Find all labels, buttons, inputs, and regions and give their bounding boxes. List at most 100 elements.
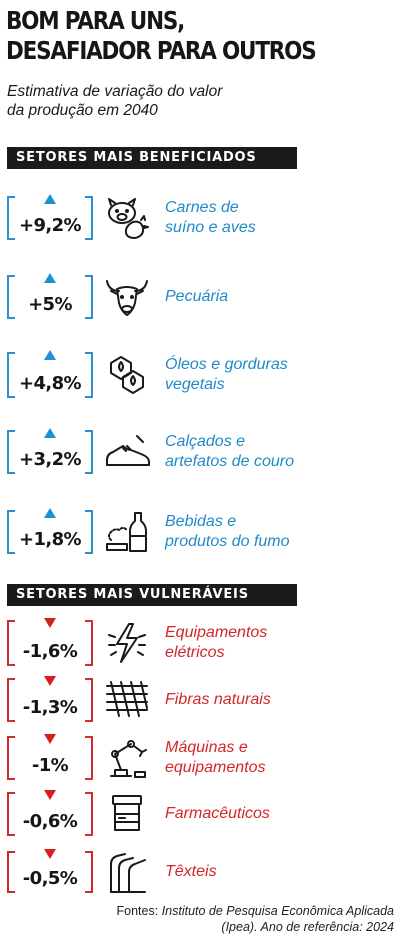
beneficiado-row-3: +4,8% Óleos e gorduras vegetais [0,350,400,398]
source-text: Instituto de Pesquisa Econômica Aplicada… [161,904,394,934]
up-triangle-icon [44,350,56,360]
value-box: +1,8% [7,508,93,554]
up-triangle-icon [44,428,56,438]
title-line-2: DESAFIADOR PARA OUTROS [6,36,317,65]
left-bracket [7,510,15,554]
left-bracket [7,620,15,666]
right-bracket [85,510,93,554]
beneficiado-row-4: +3,2% Calçados e artefatos de couro [0,428,400,474]
electric-bolt-icon [103,621,151,665]
source-note: Fontes: Instituto de Pesquisa Econômica … [94,903,394,935]
sector-label-line-2: vegetais [165,376,225,393]
down-triangle-icon [44,676,56,686]
beneficiado-row-1: +9,2% Carnes de suíno e aves [0,194,400,240]
value-box: -0,6% [7,790,93,836]
up-triangle-icon [44,194,56,204]
sector-label-line-2: suíno e aves [165,219,256,236]
sector-label-line-1: Pecuária [165,288,229,305]
textile-roll-icon [103,850,151,894]
value-box: +3,2% [7,428,93,474]
value-label: +5% [28,294,72,315]
right-bracket [85,851,93,893]
value-label: +9,2% [18,215,82,236]
pig-chicken-icon [103,196,151,240]
value-label: +3,2% [18,449,82,470]
cattle-head-icon [103,275,151,319]
sector-label: Equipamentos elétricos [165,623,395,663]
vulneravel-row-1: -1,6% Equipamentos elétricos [0,618,400,666]
bottle-smoke-icon [103,510,151,554]
value-box: -1,6% [7,618,93,666]
section-header-vulneraveis: SETORES MAIS VULNERÁVEIS [7,584,297,606]
left-bracket [7,792,15,836]
sector-label: Óleos e gorduras vegetais [165,355,395,395]
sector-label-line-1: Farmacêuticos [165,805,270,822]
value-box: +5% [7,273,93,319]
sector-label-line-1: Carnes de [165,199,239,216]
sector-label-line-1: Equipamentos [165,624,268,641]
left-bracket [7,678,15,722]
value-box: -1% [7,734,93,780]
value-label: -0,6% [22,811,78,832]
down-triangle-icon [44,734,56,744]
sector-label: Carnes de suíno e aves [165,198,395,238]
title-line-1: BOM PARA UNS, [6,6,185,35]
source-label: Fontes: [116,904,159,918]
down-triangle-icon [44,849,56,859]
right-bracket [85,430,93,474]
value-box: +9,2% [7,194,93,240]
value-label: -1,3% [22,697,78,718]
vulneravel-row-4: -0,6% Farmacêuticos [0,790,400,836]
beneficiado-row-5: +1,8% Bebidas e produtos do fumo [0,508,400,554]
sector-label: Bebidas e produtos do fumo [165,512,395,552]
chart-subtitle: Estimativa de variação do valor da produ… [7,82,307,120]
sector-label-line-2: artefatos de couro [165,453,294,470]
beneficiado-row-2: +5% Pecuária [0,273,400,319]
sector-label-line-2: equipamentos [165,759,266,776]
left-bracket [7,430,15,474]
sector-label-line-1: Calçados e [165,433,246,450]
value-label: +1,8% [18,529,82,550]
right-bracket [85,678,93,722]
right-bracket [85,196,93,240]
sector-label-line-2: elétricos [165,644,225,661]
vulneravel-row-3: -1% Máquinas e equipamentos [0,734,400,780]
sector-label-line-1: Bebidas e [165,513,237,530]
left-bracket [7,196,15,240]
down-triangle-icon [44,618,56,628]
vulneravel-row-2: -1,3% Fibras naturais [0,676,400,722]
left-bracket [7,736,15,780]
right-bracket [85,736,93,780]
left-bracket [7,352,15,398]
value-box: -1,3% [7,676,93,722]
sector-label-line-2: produtos do fumo [165,533,290,550]
right-bracket [85,620,93,666]
sector-label: Fibras naturais [165,690,395,710]
vulneravel-row-5: -0,5% Têxteis [0,849,400,894]
value-box: -0,5% [7,849,93,893]
subtitle-line-2: da produção em 2040 [7,102,158,119]
right-bracket [85,275,93,319]
sector-label: Calçados e artefatos de couro [165,432,395,472]
sector-label: Máquinas e equipamentos [165,738,395,778]
up-triangle-icon [44,273,56,283]
fiber-weave-icon [103,678,151,722]
value-label: -1% [31,755,69,776]
sector-label: Farmacêuticos [165,804,395,824]
up-triangle-icon [44,508,56,518]
sector-label: Pecuária [165,287,395,307]
sector-label-line-1: Óleos e gorduras [165,356,288,373]
sector-label-line-1: Fibras naturais [165,691,271,708]
sector-label-line-1: Máquinas e [165,739,248,756]
pill-bottle-icon [103,792,151,836]
value-label: -1,6% [22,641,78,662]
left-bracket [7,851,15,893]
robot-arm-icon [103,736,151,780]
value-label: -0,5% [22,868,78,889]
sector-label-line-1: Têxteis [165,863,217,880]
left-bracket [7,275,15,319]
value-box: +4,8% [7,350,93,398]
chart-title: BOM PARA UNS, DESAFIADOR PARA OUTROS [6,6,341,66]
sector-label: Têxteis [165,862,395,882]
oil-drops-icon [103,353,151,397]
